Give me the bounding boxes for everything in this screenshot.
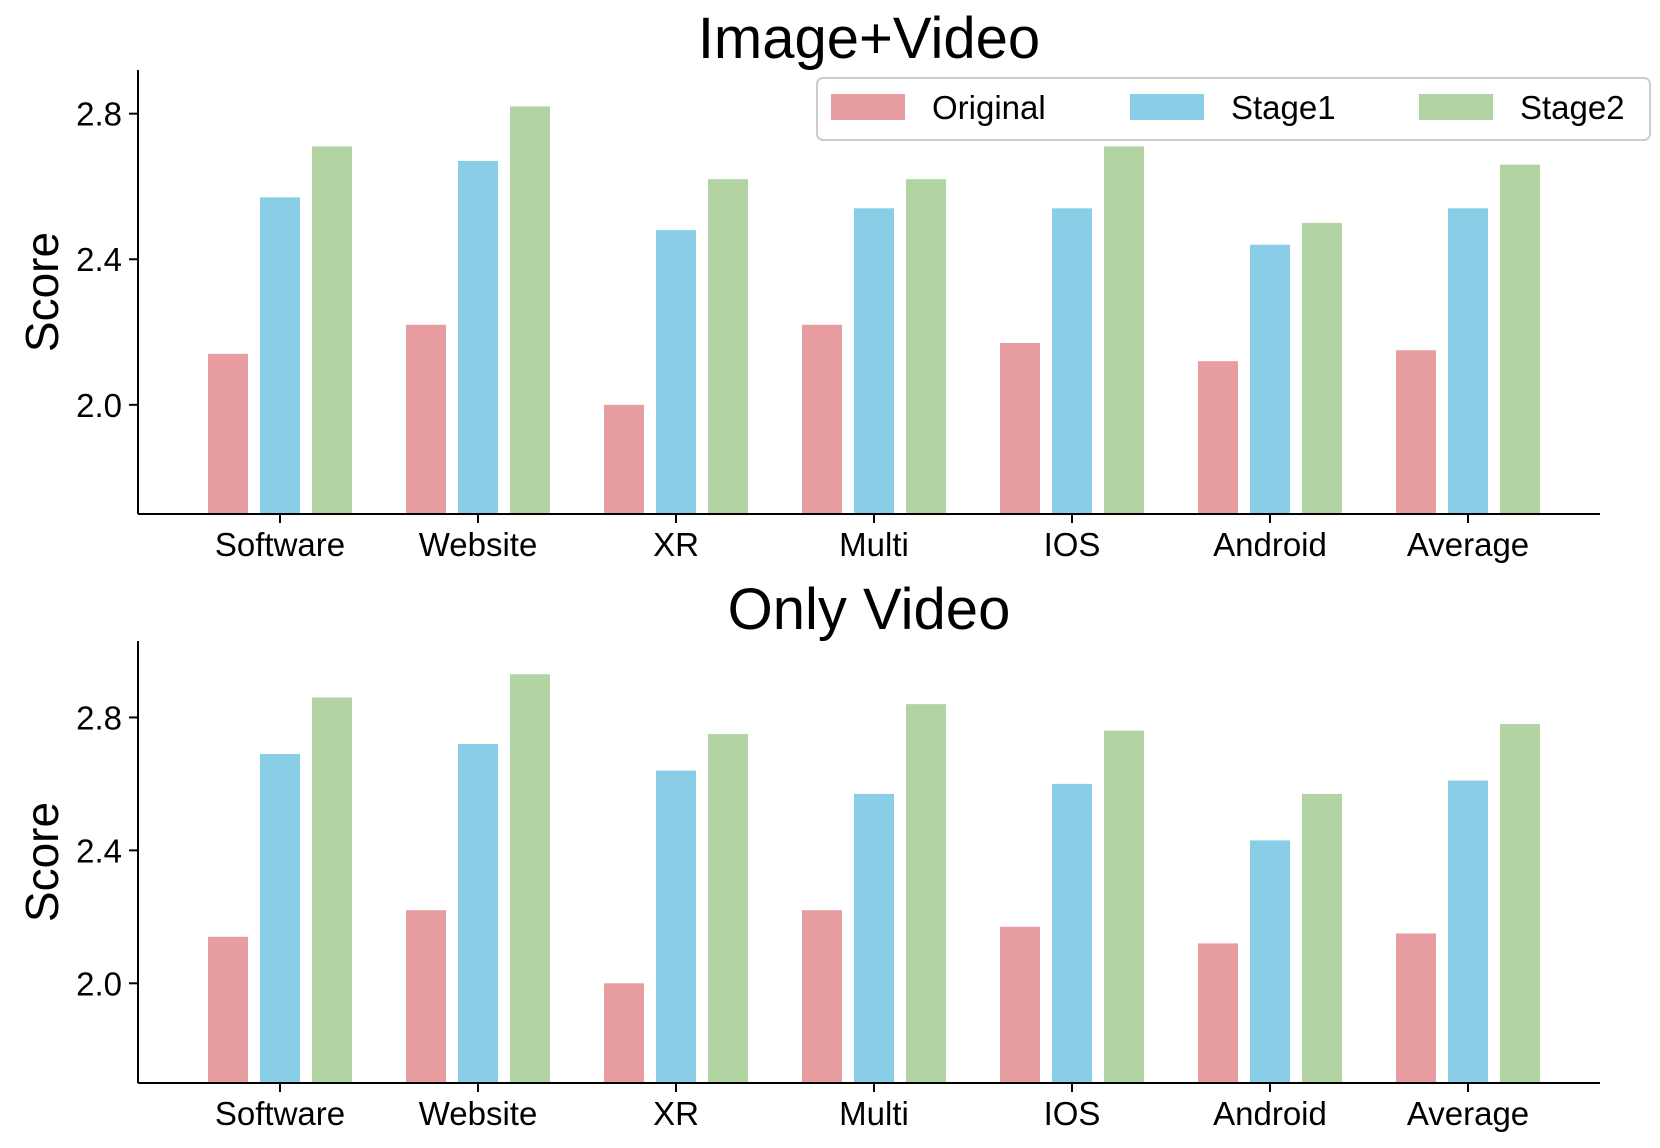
bar-stage2-xr (708, 734, 748, 1083)
bar-stage2-average (1500, 164, 1540, 514)
chart-title: Image+Video (698, 6, 1040, 71)
bar-stage1-website (458, 160, 498, 514)
x-tick-label: Software (215, 526, 345, 563)
legend: Original Stage1 Stage2 (816, 77, 1651, 141)
bar-original-website (406, 910, 446, 1083)
bar-stage2-xr (708, 179, 748, 514)
x-tick-label: Software (215, 1095, 345, 1132)
x-tick-label: Average (1407, 1095, 1529, 1132)
bar-stage1-xr (656, 230, 696, 514)
x-tick-label: Multi (839, 1095, 909, 1132)
bar-stage1-android (1250, 244, 1290, 514)
bar-stage2-average (1500, 724, 1540, 1083)
y-tick-label: 2.8 (76, 699, 122, 736)
x-tick-label: Multi (839, 526, 909, 563)
bar-original-website (406, 324, 446, 514)
bar-original-average (1396, 933, 1436, 1083)
bar-original-multi (802, 910, 842, 1083)
bar-original-ios (1000, 926, 1040, 1083)
bar-stage2-software (312, 697, 352, 1083)
bar-original-multi (802, 324, 842, 514)
bar-original-android (1198, 361, 1238, 514)
bar-stage1-ios (1052, 783, 1092, 1083)
bar-stage2-android (1302, 793, 1342, 1083)
x-tick-label: Website (419, 1095, 538, 1132)
legend-box (816, 77, 1651, 141)
bar-original-software (208, 936, 248, 1083)
x-tick-label: Website (419, 526, 538, 563)
bar-stage1-multi (854, 793, 894, 1083)
chart-title: Only Video (728, 577, 1011, 642)
x-tick-label: XR (653, 1095, 699, 1132)
y-tick-label: 2.8 (76, 96, 122, 133)
x-tick-label: Android (1213, 526, 1327, 563)
y-axis-label: Score (16, 802, 68, 922)
bar-stage2-website (510, 106, 550, 515)
bar-original-ios (1000, 342, 1040, 514)
bar-stage1-multi (854, 208, 894, 514)
bar-original-xr (604, 983, 644, 1083)
bar-original-xr (604, 404, 644, 514)
bar-stage1-average (1448, 780, 1488, 1083)
legend-swatch-stage1 (1130, 94, 1204, 120)
x-tick-label: Android (1213, 1095, 1327, 1132)
bar-stage1-website (458, 744, 498, 1083)
bar-stage1-ios (1052, 208, 1092, 514)
bar-original-android (1198, 943, 1238, 1083)
legend-label-stage2: Stage2 (1520, 89, 1625, 126)
bar-stage1-xr (656, 770, 696, 1083)
bar-stage2-website (510, 674, 550, 1083)
legend-label-stage1: Stage1 (1231, 89, 1336, 126)
y-tick-label: 2.0 (76, 965, 122, 1002)
bar-original-average (1396, 350, 1436, 514)
legend-swatch-original (831, 94, 905, 120)
bar-stage1-software (260, 753, 300, 1083)
bar-stage2-ios (1104, 146, 1144, 515)
y-tick-label: 2.4 (76, 241, 122, 278)
bar-stage1-android (1250, 840, 1290, 1083)
bar-stage2-multi (906, 704, 946, 1083)
chart-panel-2: Only Video Score 2.0 2.4 2.8 Software Website X… (16, 577, 1600, 1132)
x-tick-label: Average (1407, 526, 1529, 563)
y-axis-label: Score (16, 232, 68, 352)
x-tick-label: XR (653, 526, 699, 563)
y-tick-label: 2.4 (76, 832, 122, 869)
bar-stage2-software (312, 146, 352, 515)
bar-stage1-software (260, 197, 300, 514)
bar-stage1-average (1448, 208, 1488, 514)
x-tick-label: IOS (1044, 526, 1101, 563)
bar-stage2-android (1302, 222, 1342, 514)
y-tick-label: 2.0 (76, 387, 122, 424)
bar-original-software (208, 353, 248, 514)
legend-swatch-stage2 (1419, 94, 1493, 120)
bar-stage2-ios (1104, 730, 1144, 1083)
bar-stage2-multi (906, 179, 946, 514)
x-tick-label: IOS (1044, 1095, 1101, 1132)
legend-label-original: Original (932, 89, 1046, 126)
